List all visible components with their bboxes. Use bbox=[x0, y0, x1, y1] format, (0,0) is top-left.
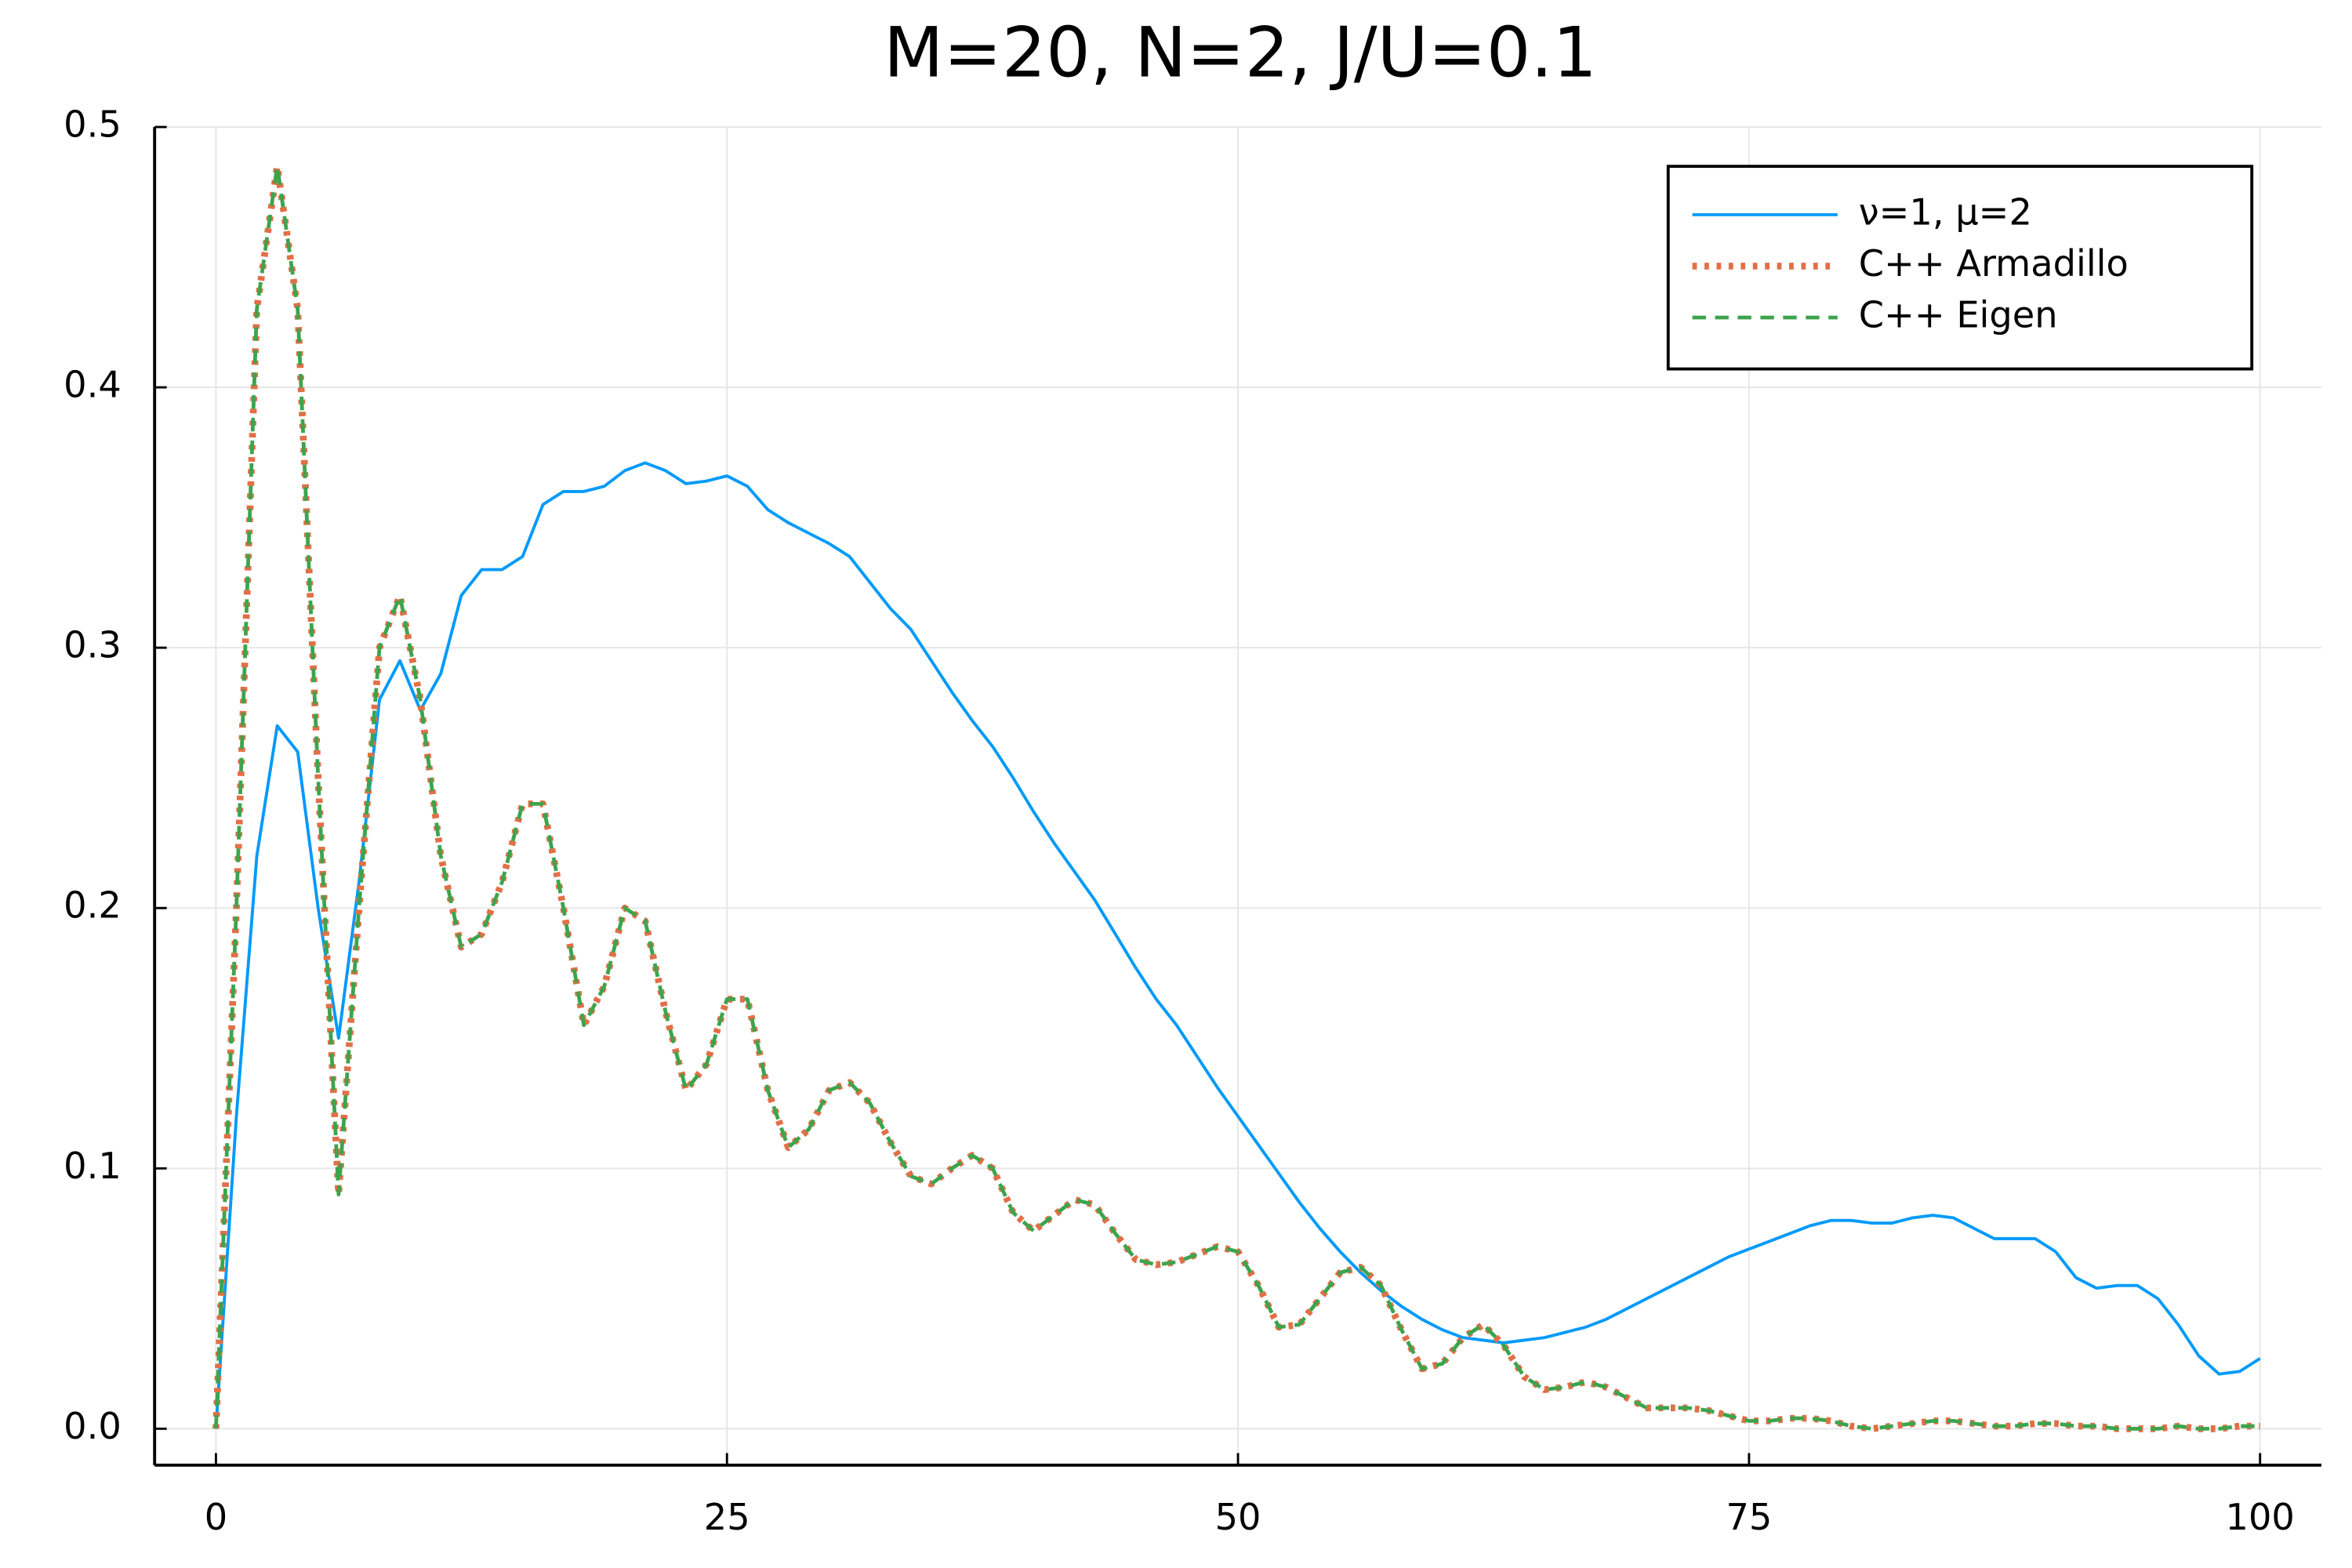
legend-label: C++ Eigen bbox=[1859, 294, 2058, 336]
x-tick-label: 0 bbox=[205, 1496, 227, 1538]
line-series bbox=[214, 461, 2261, 1429]
x-tick-label: 100 bbox=[2226, 1496, 2295, 1538]
y-tick-label: 0.5 bbox=[64, 103, 122, 146]
chart-title: M=20, N=2, J/U=0.1 bbox=[884, 13, 1597, 93]
line-series bbox=[214, 164, 2260, 1431]
y-tick-label: 0.4 bbox=[64, 364, 122, 406]
y-tick-label: 0.0 bbox=[64, 1405, 122, 1447]
legend-label: ν=1, μ=2 bbox=[1859, 191, 2032, 233]
y-tick-label: 0.3 bbox=[64, 624, 122, 666]
y-tick-label: 0.2 bbox=[64, 884, 122, 927]
x-tick-label: 25 bbox=[704, 1496, 750, 1538]
x-tick-label: 75 bbox=[1726, 1496, 1772, 1538]
legend-label: C++ Armadillo bbox=[1859, 242, 2129, 285]
x-tick-label: 50 bbox=[1215, 1496, 1261, 1538]
y-tick-label: 0.1 bbox=[64, 1145, 122, 1187]
